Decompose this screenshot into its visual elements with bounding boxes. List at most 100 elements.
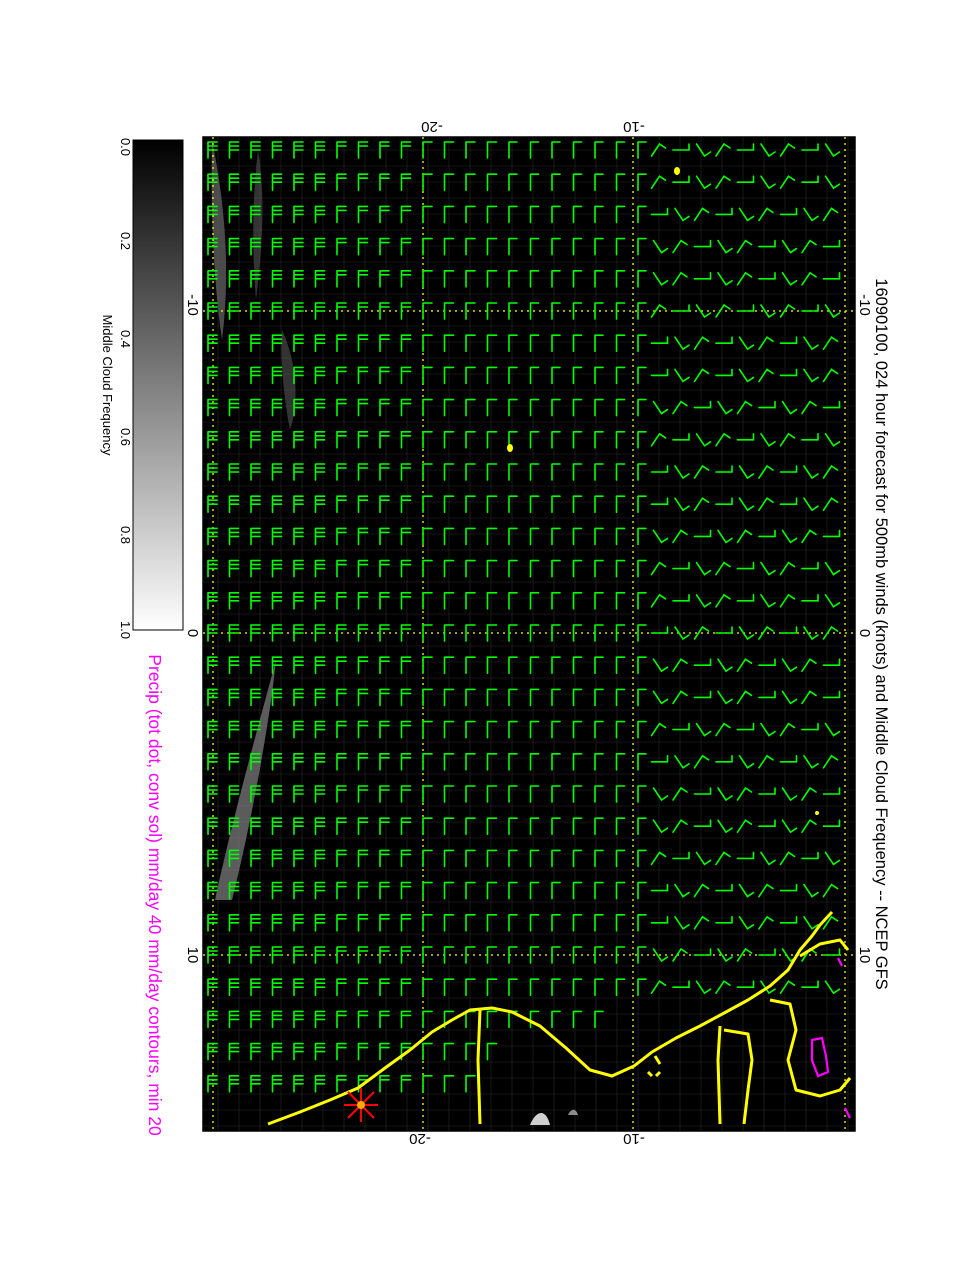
wind-barb: [822, 272, 841, 280]
wind-barb: [271, 785, 283, 803]
wind-barb: [250, 849, 261, 868]
wind-barb: [422, 1010, 433, 1029]
wind-barb: [314, 431, 326, 449]
wind-barb: [357, 173, 369, 191]
wind-barb: [594, 205, 604, 224]
wind-barb: [652, 529, 669, 544]
wind-barb: [594, 398, 604, 417]
wind-barb: [400, 1010, 412, 1029]
wind-barb: [822, 529, 841, 538]
wind-barb: [336, 881, 347, 900]
wind-barb: [379, 592, 390, 610]
coastline-path: [646, 1055, 662, 1078]
wind-barb: [594, 141, 604, 159]
wind-barb: [486, 334, 498, 352]
wind-barb: [486, 624, 498, 642]
wind-barb: [615, 946, 626, 964]
wind-barb: [400, 205, 412, 224]
wind-barb: [529, 495, 540, 513]
wind-barb: [357, 398, 369, 417]
lat-tick-right: 0: [856, 629, 873, 637]
wind-barb: [529, 366, 540, 385]
wind-barb: [674, 368, 690, 383]
wind-barb: [486, 720, 498, 739]
wind-barb: [736, 175, 755, 183]
wind-barb: [672, 658, 688, 672]
wind-barb: [529, 559, 540, 578]
wind-barb: [465, 1042, 476, 1061]
wind-barb: [379, 881, 390, 900]
map-panel: [202, 136, 856, 1132]
wind-barb: [715, 561, 731, 576]
wind-barb: [594, 817, 604, 835]
wind-barb: [637, 141, 647, 159]
wind-barb: [781, 787, 798, 802]
wind-barb: [400, 431, 412, 449]
wind-barb: [422, 559, 433, 578]
wind-barb: [465, 914, 476, 932]
wind-barb: [615, 559, 626, 578]
wind-barb: [422, 817, 433, 835]
wind-barb: [594, 366, 604, 385]
colorbar-tick: 1.0: [118, 621, 133, 639]
wind-barb: [250, 978, 261, 996]
wind-barb: [207, 237, 218, 256]
wind-barb: [594, 978, 604, 996]
wind-barb: [637, 398, 647, 417]
wind-barb: [715, 593, 731, 608]
wind-barb: [422, 1042, 433, 1061]
wind-barb: [637, 946, 647, 964]
wind-barb: [529, 946, 540, 964]
wind-barb: [250, 1010, 261, 1029]
wind-barb: [443, 624, 455, 642]
coastline-path: [769, 998, 852, 1098]
wind-barb: [674, 626, 690, 641]
wind-barb: [572, 978, 583, 996]
wind-barb: [715, 980, 731, 994]
wind-barb: [486, 785, 498, 803]
wind-barb: [822, 690, 841, 699]
wind-barb: [293, 946, 304, 964]
wind-barb: [508, 881, 518, 900]
wind-barb: [652, 400, 669, 415]
wind-barb: [572, 720, 583, 739]
wind-barb: [758, 239, 776, 248]
wind-barb: [357, 914, 369, 932]
wind-barb: [207, 173, 218, 191]
wind-barb: [572, 398, 583, 417]
wind-barb: [379, 302, 390, 320]
wind-barb: [465, 753, 476, 771]
wind-barb: [271, 753, 283, 771]
wind-barb: [207, 688, 218, 707]
wind-barb: [379, 753, 390, 771]
wind-barb: [529, 592, 540, 610]
wind-barb: [443, 1075, 455, 1093]
wind-barb: [758, 336, 774, 350]
wind-barb: [271, 205, 283, 224]
wind-barb: [486, 656, 498, 674]
wind-barb: [615, 753, 626, 771]
wind-barb: [422, 688, 433, 707]
wind-barb: [572, 366, 583, 385]
wind-barb: [738, 207, 755, 222]
coastline-path: [267, 910, 834, 1126]
wind-barb: [336, 237, 347, 256]
wind-barb: [801, 561, 819, 570]
wind-barb: [400, 366, 412, 385]
wind-barb: [615, 592, 626, 610]
wind-barb: [422, 753, 433, 771]
wind-barb: [529, 914, 540, 932]
wind-barb: [443, 946, 455, 964]
wind-barb: [443, 141, 455, 159]
wind-barb: [508, 495, 518, 513]
wind-barb: [271, 141, 283, 159]
wind-barb: [594, 431, 604, 449]
wind-barb: [357, 881, 369, 900]
wind-barb: [486, 559, 498, 578]
wind-barb: [551, 302, 561, 320]
wind-barb: [736, 304, 755, 312]
lat-tick-left: 10: [184, 947, 201, 964]
lat-tick-right: 10: [856, 947, 873, 964]
lon-tick-bottom: -20: [409, 1130, 431, 1147]
wind-barb: [736, 561, 755, 570]
